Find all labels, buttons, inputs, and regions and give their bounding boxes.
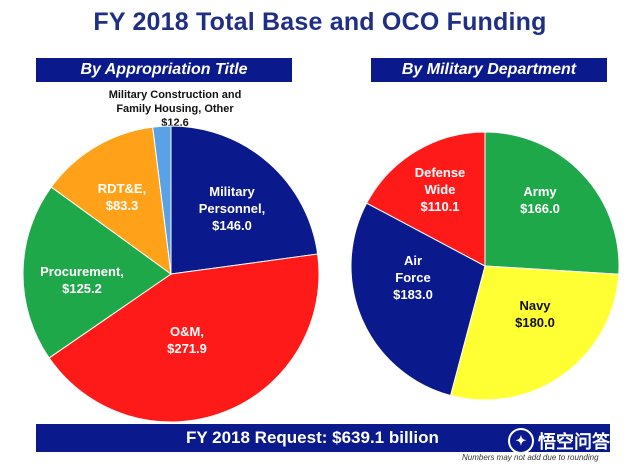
pie-slice-navy bbox=[449, 265, 620, 401]
watermark: ✦ 悟空问答 bbox=[508, 428, 610, 454]
pie-slice-military-construction-and-family-housing-other bbox=[152, 125, 172, 275]
pie-slice-army bbox=[484, 131, 620, 275]
slice-value-rdt-e: $83.3 bbox=[106, 198, 139, 213]
total-request-label: FY 2018 Request: $639.1 billion bbox=[186, 428, 439, 447]
milcon-callout: Military Construction and Family Housing… bbox=[60, 88, 290, 130]
slice-label-military-personnel-1: Personnel, bbox=[199, 201, 265, 216]
slice-value-military-personnel: $146.0 bbox=[212, 218, 252, 233]
pie-slice-defense-wide bbox=[365, 131, 486, 267]
watermark-logo-icon: ✦ bbox=[508, 428, 534, 454]
milcon-callout-line1: Military Construction and bbox=[108, 89, 242, 101]
slice-label-army-0: Army bbox=[523, 184, 557, 199]
rounding-footnote: Numbers may not add due to rounding bbox=[462, 453, 599, 462]
slice-label-defense-wide-0: Defense bbox=[415, 165, 466, 180]
pie-slice-air-force bbox=[350, 202, 486, 397]
slice-value-procurement: $125.2 bbox=[62, 281, 102, 296]
appropriation-header: By Appropriation Title bbox=[36, 58, 292, 82]
slice-label-procurement-0: Procurement, bbox=[40, 264, 124, 279]
pie-slice-military-personnel bbox=[170, 125, 319, 275]
milcon-callout-line2: Family Housing, Other bbox=[116, 103, 234, 115]
pie-slice-procurement bbox=[22, 186, 172, 359]
slice-label-military-personnel-0: Military bbox=[209, 184, 255, 199]
department-header: By Military Department bbox=[371, 58, 607, 82]
slice-label-o-m-0: O&M, bbox=[170, 324, 204, 339]
watermark-text: 悟空问答 bbox=[538, 432, 610, 452]
pie-slice-o-m bbox=[48, 253, 320, 423]
slice-label-defense-wide-1: Wide bbox=[425, 182, 456, 197]
slice-value-o-m: $271.9 bbox=[167, 341, 207, 356]
slice-label-rdt-e-0: RDT&E, bbox=[98, 181, 146, 196]
slice-value-air-force: $183.0 bbox=[393, 287, 433, 302]
slice-label-air-force-1: Force bbox=[395, 270, 430, 285]
slice-label-navy-0: Navy bbox=[519, 298, 551, 313]
slice-value-navy: $180.0 bbox=[515, 315, 555, 330]
pie-slice-rdt-e bbox=[50, 126, 172, 276]
slice-value-defense-wide: $110.1 bbox=[420, 199, 459, 214]
page-title: FY 2018 Total Base and OCO Funding bbox=[93, 8, 547, 36]
slice-value-army: $166.0 bbox=[520, 201, 560, 216]
slice-label-air-force-0: Air bbox=[404, 253, 422, 268]
